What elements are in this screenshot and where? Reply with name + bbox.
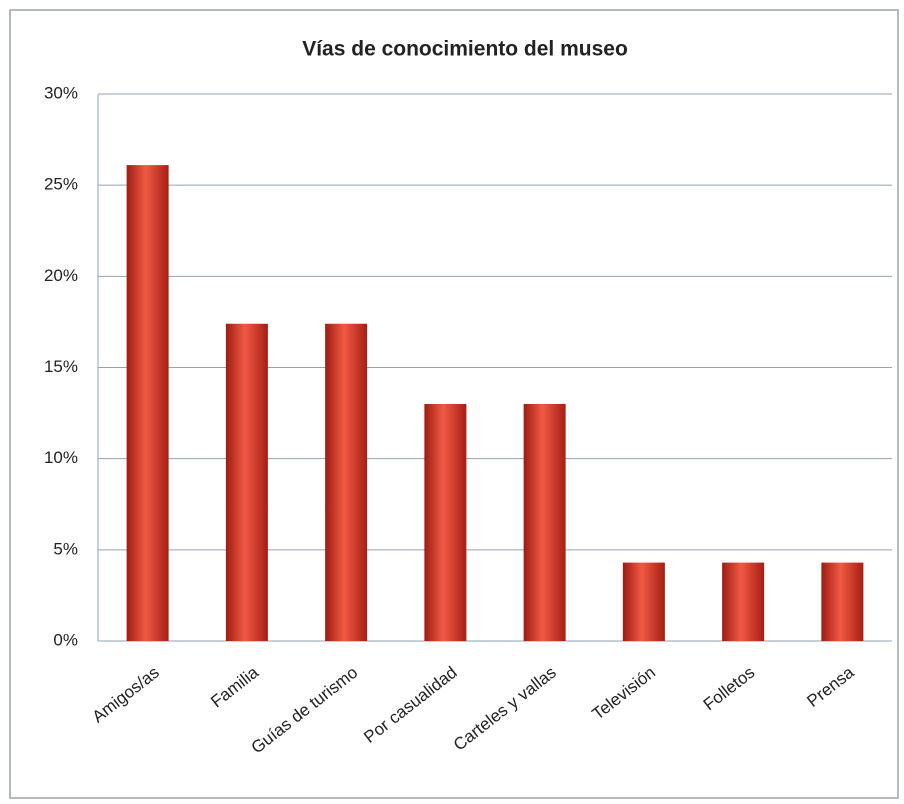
y-tick-label: 5% (53, 539, 78, 558)
y-tick-label: 15% (44, 357, 78, 376)
y-tick-label: 10% (44, 448, 78, 467)
y-tick-label: 20% (44, 266, 78, 285)
bar (126, 165, 169, 642)
chart-title: Vías de conocimiento del museo (302, 38, 628, 61)
bar (225, 323, 268, 641)
bar (722, 562, 765, 641)
bar (523, 403, 566, 641)
bar (424, 403, 467, 641)
bar (821, 562, 864, 641)
bar (622, 562, 665, 641)
y-tick-label: 30% (44, 83, 78, 102)
bar (325, 323, 368, 641)
y-tick-label: 25% (44, 175, 78, 194)
y-tick-label: 0% (53, 630, 78, 649)
